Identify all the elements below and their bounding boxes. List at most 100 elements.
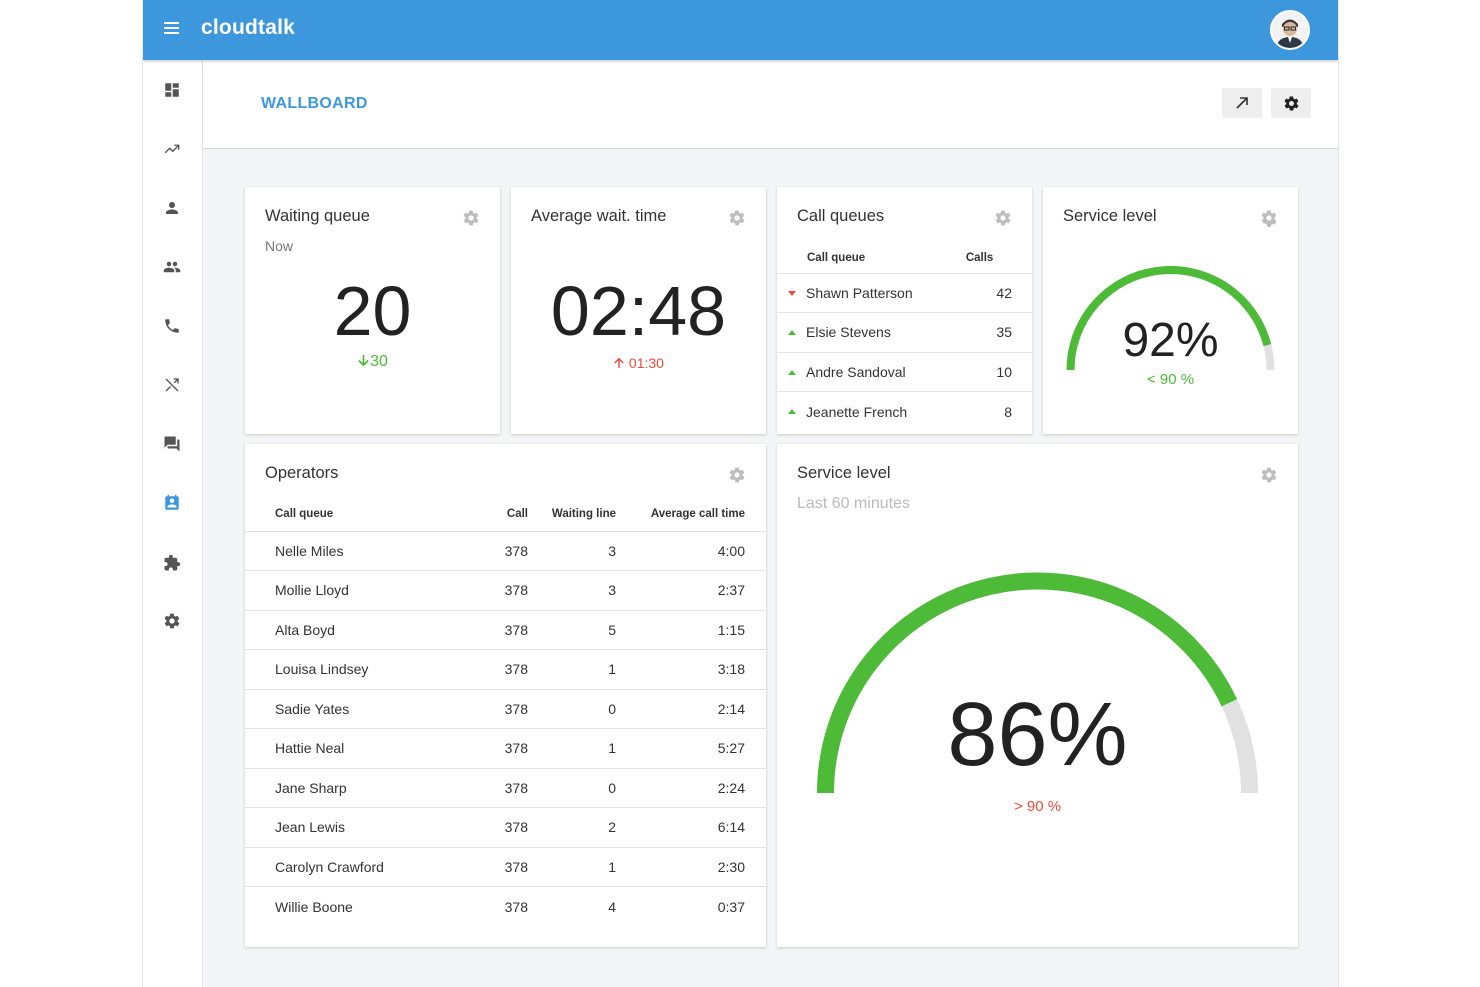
card-settings-icon[interactable] <box>462 209 480 227</box>
operator-name: Jean Lewis <box>245 807 480 848</box>
operator-name: Nelle Miles <box>245 531 480 571</box>
table-row[interactable]: Jeanette French 8 <box>777 392 1032 432</box>
service-level-target: > 90 % <box>1013 798 1062 815</box>
trending-up-icon <box>164 144 180 154</box>
card-title: Service level <box>1063 207 1157 225</box>
menu-icon[interactable] <box>164 22 179 37</box>
operator-waiting: 5 <box>528 610 616 650</box>
operator-waiting: 3 <box>528 570 616 611</box>
operator-waiting: 0 <box>528 768 616 808</box>
sidebar-item-conversations[interactable] <box>161 433 183 455</box>
operator-waiting: 2 <box>528 807 616 848</box>
table-row[interactable]: Carolyn Crawford 378 1 2:30 <box>245 847 766 887</box>
operator-call: 378 <box>480 649 528 690</box>
queue-name: Shawn Patterson <box>806 284 913 301</box>
waiting-queue-delta-value: 30 <box>370 353 388 370</box>
card-settings-icon[interactable] <box>1260 466 1278 484</box>
card-title: Waiting queue <box>265 207 370 225</box>
open-external-button[interactable] <box>1222 88 1262 118</box>
queue-calls: 35 <box>965 312 1032 353</box>
column-header-calls: Calls <box>965 243 1032 274</box>
sidebar-item-settings[interactable] <box>161 610 183 632</box>
operator-avg: 2:24 <box>616 768 766 808</box>
operator-name: Jane Sharp <box>245 768 480 808</box>
card-title: Service level <box>797 464 891 482</box>
sidebar <box>143 60 203 987</box>
average-wait-delta: 01:30 <box>511 355 766 371</box>
table-row[interactable]: Alta Boyd 378 5 1:15 <box>245 610 766 650</box>
service-level-value: 92% <box>1122 314 1219 367</box>
gear-icon <box>164 613 180 629</box>
trend-up-icon <box>788 369 796 375</box>
table-row[interactable]: Jean Lewis 378 2 6:14 <box>245 807 766 848</box>
settings-button[interactable] <box>1271 88 1311 118</box>
queue-name-cell: Andre Sandoval <box>777 352 966 392</box>
service-level-60min-card: Service level Last 60 minutes 86% > 90 % <box>777 444 1298 947</box>
card-subtitle: Now <box>265 238 294 254</box>
card-settings-icon[interactable] <box>1260 209 1278 227</box>
table-row[interactable]: Nelle Miles 378 3 4:00 <box>245 531 766 571</box>
table-row[interactable]: Elsie Stevens 35 <box>777 312 1032 353</box>
puzzle-icon <box>164 554 181 571</box>
sidebar-item-contacts[interactable] <box>161 197 183 219</box>
arrow-down-icon <box>358 354 369 367</box>
column-header-call: Call <box>480 498 528 532</box>
trend-up-icon <box>788 409 796 415</box>
table-row[interactable]: Mollie Lloyd 378 3 2:37 <box>245 570 766 611</box>
table-header-row: Call queue Calls <box>777 243 1032 274</box>
sidebar-item-wallboard[interactable] <box>161 492 183 514</box>
queue-calls: 10 <box>965 352 1032 392</box>
sidebar-item-dashboard[interactable] <box>161 79 183 101</box>
arrow-up-icon <box>614 357 624 369</box>
table-row[interactable]: Willie Boone 378 4 0:37 <box>245 887 766 927</box>
operator-waiting: 0 <box>528 689 616 729</box>
card-subtitle: Last 60 minutes <box>797 495 910 512</box>
operator-avg: 2:14 <box>616 689 766 729</box>
operator-name: Louisa Lindsey <box>245 649 480 690</box>
queue-name-cell: Jeanette French <box>777 392 966 432</box>
operator-avg: 6:14 <box>616 807 766 848</box>
table-row[interactable]: Jane Sharp 378 0 2:24 <box>245 768 766 808</box>
sidebar-item-team[interactable] <box>161 256 183 278</box>
service-level-card: Service level 92% < 90 % <box>1043 187 1298 434</box>
table-row[interactable]: Louisa Lindsey 378 1 3:18 <box>245 649 766 690</box>
operator-name: Willie Boone <box>275 898 353 915</box>
table-row[interactable]: Sadie Yates 378 0 2:14 <box>245 689 766 729</box>
operator-name: Carolyn Crawford <box>245 847 480 887</box>
queue-calls: 8 <box>1004 403 1012 420</box>
contact-card-icon <box>165 494 179 510</box>
operator-waiting: 4 <box>608 898 616 915</box>
operator-name: Alta Boyd <box>245 610 480 650</box>
table-row[interactable]: Andre Sandoval 10 <box>777 352 1032 392</box>
service-level-value: 86% <box>947 685 1128 785</box>
trend-up-icon <box>788 330 796 336</box>
person-icon <box>166 202 178 214</box>
column-header-average-call-time: Average call time <box>616 498 766 532</box>
service-level-target: < 90 % <box>1146 371 1195 388</box>
card-settings-icon[interactable] <box>728 209 746 227</box>
card-settings-icon[interactable] <box>728 466 746 484</box>
average-wait-value: 02:48 <box>550 272 727 350</box>
operator-avg: 2:30 <box>616 847 766 887</box>
app-window: cloudtalk <box>142 0 1339 987</box>
sidebar-item-analytics[interactable] <box>161 138 183 160</box>
avatar[interactable] <box>1270 10 1310 50</box>
dashboard-icon <box>165 83 179 97</box>
average-wait-card: Average wait. time 02:48 01:30 <box>511 187 766 434</box>
sidebar-item-call-flow[interactable] <box>161 374 183 396</box>
waiting-queue-card: Waiting queue Now 20 30 <box>245 187 500 434</box>
average-wait-delta-value: 01:30 <box>628 355 664 371</box>
table-row[interactable]: Hattie Neal 378 1 5:27 <box>245 728 766 769</box>
operators-card: Operators Call queue Call Waiting line A… <box>245 444 766 947</box>
operators-table: Call queue Call Waiting line Average cal… <box>245 498 766 926</box>
sidebar-item-integrations[interactable] <box>161 552 183 574</box>
queue-name-cell: Shawn Patterson <box>777 273 966 313</box>
card-title: Operators <box>265 464 339 482</box>
card-settings-icon[interactable] <box>994 209 1012 227</box>
operator-name: Mollie Lloyd <box>245 570 480 611</box>
table-row[interactable]: Shawn Patterson 42 <box>777 273 1032 313</box>
table-header-row: Call queue Call Waiting line Average cal… <box>245 498 766 532</box>
sidebar-item-calls[interactable] <box>161 315 183 337</box>
queue-calls: 42 <box>965 273 1032 313</box>
operator-call: 378 <box>480 610 528 650</box>
